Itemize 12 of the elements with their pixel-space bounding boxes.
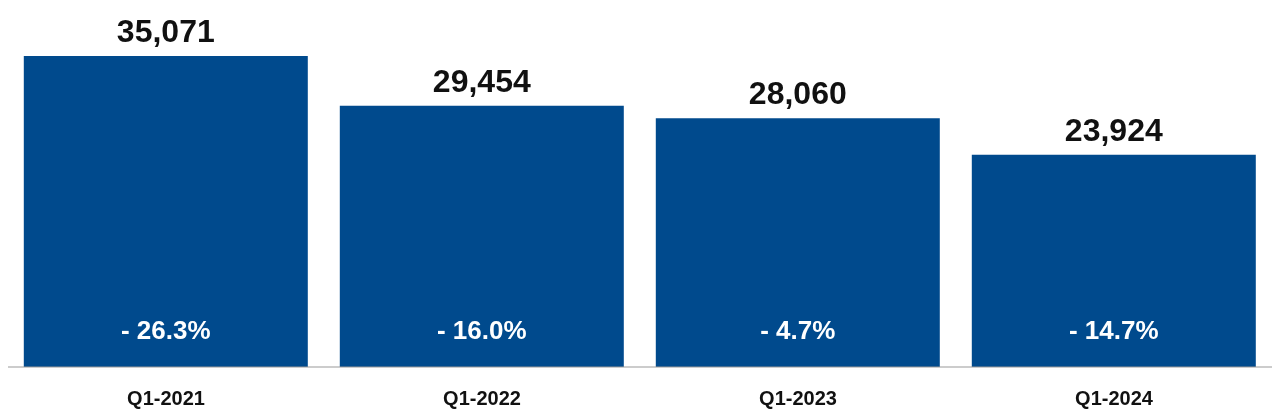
data-label: 28,060 xyxy=(748,75,847,112)
x-tick-label: Q1-2024 xyxy=(1075,387,1154,410)
annotation: - 4.7% xyxy=(760,315,836,345)
data-label: 35,071 xyxy=(116,13,215,49)
annotation: - 26.3% xyxy=(121,315,211,345)
x-tick-label: Q1-2021 xyxy=(127,387,205,410)
x-tick-label: Q1-2022 xyxy=(443,387,521,410)
annotation: - 14.7% xyxy=(1069,315,1159,345)
annotation: - 16.0% xyxy=(437,315,527,345)
x-tick-label: Q1-2023 xyxy=(759,387,837,410)
data-label: 29,454 xyxy=(432,62,531,99)
data-label: 23,924 xyxy=(1064,111,1163,148)
